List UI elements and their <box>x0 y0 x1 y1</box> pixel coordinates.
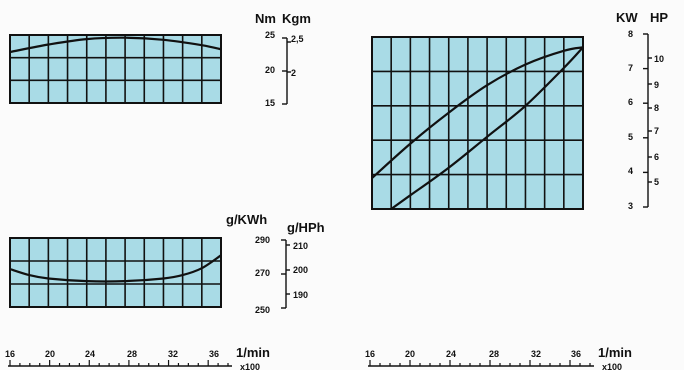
consumption-series <box>9 254 222 283</box>
power-left-tick: 8 <box>628 29 633 39</box>
power-curve-1 <box>371 46 584 179</box>
power-chart: KW HP 8 7 6 5 4 3 10 9 8 7 6 5 <box>371 10 668 211</box>
power-right-tick: 9 <box>654 80 659 90</box>
power-right-unit: HP <box>650 10 668 25</box>
rpm-tick-label: 36 <box>209 349 219 359</box>
consumption-right-tick: 200 <box>293 265 308 275</box>
torque-plot-area <box>9 34 222 104</box>
rpm-tick-label: 32 <box>168 349 178 359</box>
power-left-unit: KW <box>616 10 638 25</box>
power-left-tick: 6 <box>628 97 633 107</box>
power-left-tick: 5 <box>628 132 633 142</box>
power-left-tick: 4 <box>628 166 633 176</box>
torque-curve-1 <box>9 36 222 54</box>
rpm-ticks <box>369 360 591 366</box>
rpm-tick-label: 20 <box>45 349 55 359</box>
rpm-tick-label: 24 <box>85 349 95 359</box>
rpm-tick-label: 20 <box>405 349 415 359</box>
rpm-unit-label: 1/min <box>236 345 270 360</box>
rpm-multiplier-label: x100 <box>240 362 260 370</box>
consumption-grid <box>10 238 221 307</box>
rpm-tick-label: 28 <box>489 349 499 359</box>
rpm-scale-right: 16 20 24 28 32 36 1/min x100 <box>365 345 632 370</box>
torque-grid <box>10 35 221 103</box>
torque-left-tick: 25 <box>265 30 275 40</box>
rpm-tick-label: 16 <box>5 349 15 359</box>
torque-series <box>9 36 222 54</box>
power-left-tick: 7 <box>628 63 633 73</box>
torque-left-tick: 20 <box>265 65 275 75</box>
consumption-right-tick: 210 <box>293 241 308 251</box>
torque-left-tick: 15 <box>265 98 275 108</box>
torque-axes <box>282 37 291 105</box>
rpm-unit-label: 1/min <box>598 345 632 360</box>
rpm-tick-label: 32 <box>531 349 541 359</box>
consumption-axes <box>281 239 290 309</box>
power-plot-area <box>371 36 584 210</box>
rpm-ticks <box>9 360 229 366</box>
consumption-left-unit: g/KWh <box>226 212 267 227</box>
consumption-right-tick: 190 <box>293 290 308 300</box>
rpm-scale-left: 16 20 24 28 32 36 1/min x100 <box>5 345 270 370</box>
consumption-right-unit: g/HPh <box>287 220 325 235</box>
rpm-tick-label: 16 <box>365 349 375 359</box>
consumption-left-tick: 250 <box>255 305 270 315</box>
torque-chart: Nm Kgm 25 20 15 2,5 2 <box>9 11 311 108</box>
power-series <box>371 46 584 210</box>
power-curve-2 <box>390 46 584 210</box>
consumption-plot-area <box>9 237 222 308</box>
consumption-left-tick: 270 <box>255 268 270 278</box>
rpm-tick-label: 24 <box>446 349 456 359</box>
power-axes <box>643 33 652 208</box>
power-right-tick: 8 <box>654 103 659 113</box>
torque-right-unit: Kgm <box>282 11 311 26</box>
consumption-curve-1 <box>9 254 222 283</box>
torque-right-tick: 2 <box>291 68 296 78</box>
power-right-tick: 10 <box>654 54 664 64</box>
power-right-tick: 6 <box>654 152 659 162</box>
rpm-tick-label: 28 <box>127 349 137 359</box>
power-right-tick: 7 <box>654 126 659 136</box>
consumption-left-tick: 290 <box>255 235 270 245</box>
power-left-tick: 3 <box>628 201 633 211</box>
power-grid <box>372 37 583 209</box>
rpm-multiplier-label: x100 <box>602 362 622 370</box>
torque-left-unit: Nm <box>255 11 276 26</box>
rpm-tick-label: 36 <box>571 349 581 359</box>
consumption-chart: g/KWh g/HPh 290 270 250 210 200 190 <box>9 212 325 315</box>
power-right-tick: 5 <box>654 177 659 187</box>
torque-right-tick: 2,5 <box>291 34 304 44</box>
